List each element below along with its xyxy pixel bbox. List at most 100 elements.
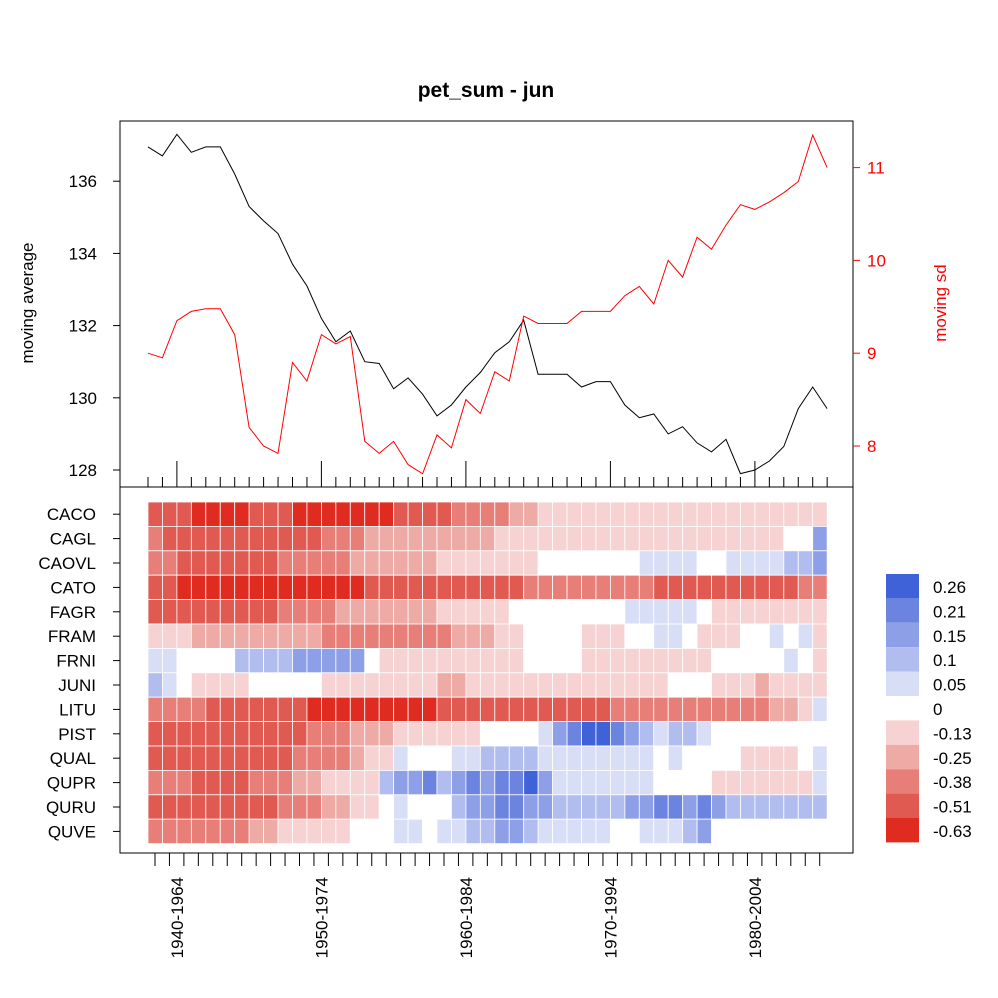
heatmap-cell <box>378 745 395 771</box>
heatmap-cell <box>248 648 264 674</box>
heatmap-cell <box>523 550 539 576</box>
heatmap-cell <box>682 574 698 601</box>
legend-swatch <box>886 647 919 672</box>
heatmap-cell <box>306 770 322 796</box>
chart-title: pet_sum - jun <box>418 79 555 102</box>
x-tick-label: 1980-2004 <box>746 877 765 958</box>
heatmap-cell <box>610 818 626 845</box>
heatmap-cell <box>176 648 192 674</box>
heatmap-cell <box>783 696 799 723</box>
heatmap-cell <box>465 672 481 698</box>
heatmap-cell <box>378 672 395 698</box>
heatmap-cell <box>711 818 727 845</box>
heatmap-cell <box>740 721 756 747</box>
heatmap-cell <box>263 721 279 747</box>
heatmap-cell <box>349 721 366 747</box>
heatmap-cell <box>176 501 192 527</box>
heatmap-cell <box>422 794 438 820</box>
row-label: QUPR <box>47 774 96 793</box>
heatmap-cell <box>277 623 293 649</box>
heatmap-cell <box>768 794 785 820</box>
heatmap-cell <box>653 696 669 723</box>
heatmap-cell <box>219 648 236 674</box>
heatmap-cell <box>465 745 481 771</box>
heatmap-cell <box>537 648 554 674</box>
heatmap-cell <box>783 526 799 552</box>
heatmap-cell <box>393 501 409 527</box>
heatmap-cell <box>508 696 525 723</box>
heatmap-cell <box>465 794 481 820</box>
heatmap-cell <box>537 501 554 527</box>
heatmap-cell <box>624 574 640 601</box>
heatmap-cell <box>465 623 481 649</box>
heatmap-cell <box>725 501 741 527</box>
heatmap-cell <box>537 770 554 796</box>
heatmap-cell <box>479 696 496 723</box>
heatmap-cell <box>797 550 814 576</box>
heatmap-cell <box>624 672 640 698</box>
heatmap-cell <box>378 550 395 576</box>
heatmap-cell <box>176 721 192 747</box>
heatmap-cell <box>234 770 250 796</box>
heatmap-cell <box>320 574 337 601</box>
heatmap-cell <box>393 770 409 796</box>
heatmap-cell <box>465 721 481 747</box>
heatmap-cell <box>219 501 236 527</box>
heatmap-cell <box>407 501 423 527</box>
heatmap-cell <box>552 818 568 845</box>
heatmap-cell <box>667 696 684 723</box>
heatmap-cell <box>725 623 741 649</box>
heatmap-cell <box>682 721 698 747</box>
y-tick-label-left: 134 <box>69 244 97 263</box>
heatmap-cell <box>725 574 741 601</box>
heatmap-cell <box>407 794 423 820</box>
heatmap-cell <box>147 745 163 771</box>
heatmap-cell <box>494 672 510 698</box>
heatmap-cell <box>667 623 684 649</box>
heatmap-cell <box>711 672 727 698</box>
heatmap-cell <box>754 501 770 527</box>
heatmap-cell <box>754 721 770 747</box>
heatmap-cell <box>566 501 582 527</box>
heatmap-cell <box>436 794 452 820</box>
heatmap-panel-frame <box>119 486 854 854</box>
heatmap-cell <box>797 721 814 747</box>
legend-swatch <box>886 720 919 745</box>
heatmap-cell <box>292 648 308 674</box>
heatmap-cell <box>768 623 785 649</box>
heatmap-cell <box>147 574 163 601</box>
heatmap-cell <box>263 794 279 820</box>
heatmap-cell <box>436 648 452 674</box>
heatmap-cell <box>696 672 712 698</box>
heatmap-cell <box>436 696 452 723</box>
heatmap-cell <box>566 721 582 747</box>
legend-swatch <box>886 818 919 843</box>
legend-label: -0.38 <box>933 773 972 792</box>
heatmap-cell <box>552 770 568 796</box>
heatmap-cell <box>783 721 799 747</box>
heatmap-cell <box>205 745 221 771</box>
legend-label: -0.63 <box>933 822 972 841</box>
y-tick-label-right: 11 <box>867 159 885 178</box>
heatmap-cell <box>581 526 597 552</box>
heatmap-cell <box>725 745 741 771</box>
heatmap-cell <box>696 770 712 796</box>
heatmap-cell <box>451 696 467 723</box>
heatmap-cell <box>422 648 438 674</box>
heatmap-cell <box>537 794 554 820</box>
heatmap-cell <box>740 574 756 601</box>
heatmap-cell <box>667 818 684 845</box>
heatmap-cell <box>754 526 770 552</box>
heatmap-cell <box>190 794 207 820</box>
heatmap-cell <box>523 696 539 723</box>
heatmap-cell <box>768 574 785 601</box>
heatmap-cell <box>451 745 467 771</box>
heatmap-cell <box>436 574 452 601</box>
heatmap-cell <box>378 599 395 625</box>
heatmap-cell <box>783 672 799 698</box>
heatmap-cell <box>176 599 192 625</box>
heatmap-cell <box>335 721 351 747</box>
heatmap-cell <box>176 623 192 649</box>
heatmap-cell <box>234 574 250 601</box>
heatmap-cell <box>335 696 351 723</box>
